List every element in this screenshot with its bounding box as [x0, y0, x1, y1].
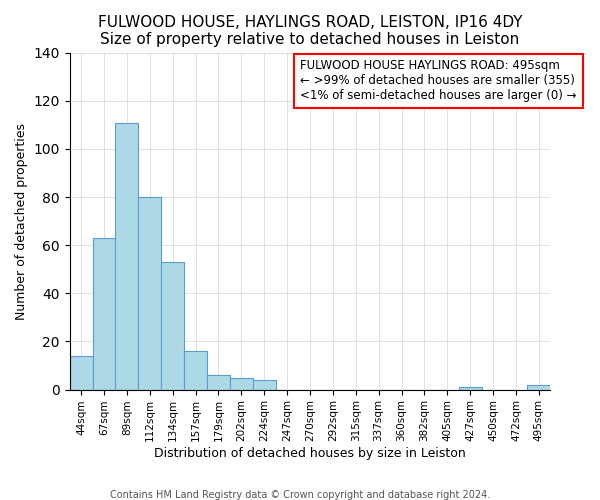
Y-axis label: Number of detached properties: Number of detached properties: [15, 122, 28, 320]
Title: FULWOOD HOUSE, HAYLINGS ROAD, LEISTON, IP16 4DY
Size of property relative to det: FULWOOD HOUSE, HAYLINGS ROAD, LEISTON, I…: [98, 15, 522, 48]
Bar: [527, 385, 550, 390]
Bar: [139, 197, 161, 390]
Bar: [92, 238, 115, 390]
Bar: [459, 387, 482, 390]
X-axis label: Distribution of detached houses by size in Leiston: Distribution of detached houses by size …: [154, 447, 466, 460]
Bar: [230, 378, 253, 390]
Bar: [115, 122, 139, 390]
Text: Contains HM Land Registry data © Crown copyright and database right 2024.: Contains HM Land Registry data © Crown c…: [110, 490, 490, 500]
Text: FULWOOD HOUSE HAYLINGS ROAD: 495sqm
← >99% of detached houses are smaller (355)
: FULWOOD HOUSE HAYLINGS ROAD: 495sqm ← >9…: [301, 60, 577, 102]
Bar: [253, 380, 275, 390]
Bar: [184, 351, 207, 390]
Bar: [161, 262, 184, 390]
Bar: [70, 356, 92, 390]
Bar: [207, 375, 230, 390]
